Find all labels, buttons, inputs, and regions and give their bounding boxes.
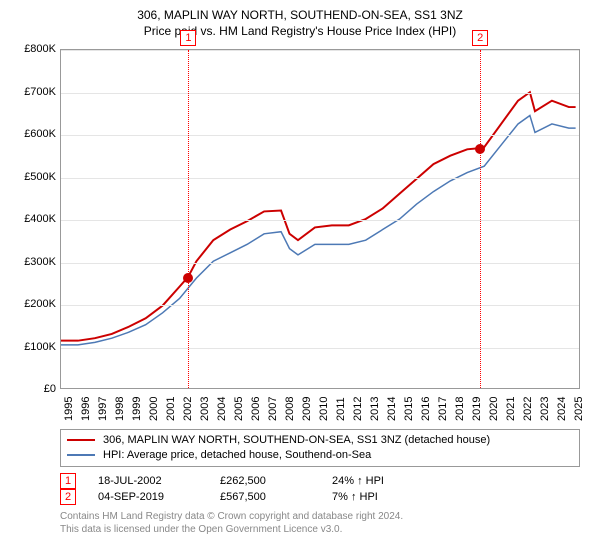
- x-tick-label: 2010: [318, 397, 330, 421]
- footer-attribution: Contains HM Land Registry data © Crown c…: [60, 510, 580, 536]
- sale-vs-hpi: 7% ↑ HPI: [332, 489, 432, 506]
- y-tick-label: £500K: [12, 171, 56, 183]
- plot-area: 12: [60, 49, 580, 389]
- y-tick-label: £800K: [12, 43, 56, 55]
- sale-marker-box: 2: [472, 30, 488, 46]
- x-tick-label: 2013: [369, 397, 381, 421]
- x-tick-label: 2024: [556, 397, 568, 421]
- x-tick-label: 2021: [505, 397, 517, 421]
- sale-record: 1 18-JUL-2002 £262,500 24% ↑ HPI: [60, 473, 580, 490]
- sale-price: £567,500: [220, 489, 310, 506]
- x-tick-label: 2020: [488, 397, 500, 421]
- legend-item-hpi: HPI: Average price, detached house, Sout…: [67, 448, 573, 463]
- sale-marker-dot: [475, 144, 485, 154]
- sale-marker-1: 1: [60, 473, 76, 489]
- chart-title-address: 306, MAPLIN WAY NORTH, SOUTHEND-ON-SEA, …: [12, 8, 588, 23]
- x-tick-label: 2014: [386, 397, 398, 421]
- x-tick-label: 2000: [148, 397, 160, 421]
- x-tick-label: 2007: [267, 397, 279, 421]
- legend: 306, MAPLIN WAY NORTH, SOUTHEND-ON-SEA, …: [60, 429, 580, 467]
- y-tick-label: £600K: [12, 128, 56, 140]
- x-tick-label: 2012: [352, 397, 364, 421]
- sale-records: 1 18-JUL-2002 £262,500 24% ↑ HPI 2 04-SE…: [60, 473, 580, 506]
- legend-label: 306, MAPLIN WAY NORTH, SOUTHEND-ON-SEA, …: [103, 433, 490, 448]
- x-tick-label: 2002: [182, 397, 194, 421]
- sale-date: 04-SEP-2019: [98, 489, 198, 506]
- x-tick-label: 2025: [573, 397, 585, 421]
- x-tick-label: 2017: [437, 397, 449, 421]
- sale-marker-2: 2: [60, 489, 76, 505]
- x-tick-label: 2001: [165, 397, 177, 421]
- chart-lines: [61, 50, 579, 388]
- legend-label: HPI: Average price, detached house, Sout…: [103, 448, 371, 463]
- x-tick-label: 2003: [199, 397, 211, 421]
- legend-swatch: [67, 439, 95, 441]
- footer-line: Contains HM Land Registry data © Crown c…: [60, 510, 580, 523]
- chart-subtitle: Price paid vs. HM Land Registry's House …: [12, 24, 588, 39]
- x-tick-label: 1996: [80, 397, 92, 421]
- y-tick-label: £700K: [12, 86, 56, 98]
- x-tick-label: 2018: [454, 397, 466, 421]
- x-tick-label: 2022: [522, 397, 534, 421]
- x-tick-label: 1997: [97, 397, 109, 421]
- y-tick-label: £400K: [12, 213, 56, 225]
- sale-date: 18-JUL-2002: [98, 473, 198, 490]
- x-tick-label: 2016: [420, 397, 432, 421]
- x-axis-labels: 1995 1996 1997 1998 1999 2000 2001 2002 2003 2004…: [60, 391, 580, 425]
- y-tick-label: £100K: [12, 341, 56, 353]
- chart-area: 12 1995 1996 1997 1998 1999 2000 2001 2002 2003 2…: [12, 45, 588, 425]
- x-tick-label: 2011: [335, 397, 347, 421]
- sale-price: £262,500: [220, 473, 310, 490]
- sale-marker-dot: [183, 273, 193, 283]
- y-tick-label: £300K: [12, 256, 56, 268]
- legend-item-price-paid: 306, MAPLIN WAY NORTH, SOUTHEND-ON-SEA, …: [67, 433, 573, 448]
- y-tick-label: £200K: [12, 298, 56, 310]
- x-tick-label: 2019: [471, 397, 483, 421]
- x-tick-label: 1998: [114, 397, 126, 421]
- x-tick-label: 2006: [250, 397, 262, 421]
- sale-marker-line: [480, 50, 481, 388]
- x-tick-label: 2009: [301, 397, 313, 421]
- legend-swatch: [67, 454, 95, 456]
- x-tick-label: 2004: [216, 397, 228, 421]
- sale-vs-hpi: 24% ↑ HPI: [332, 473, 432, 490]
- x-tick-label: 1999: [131, 397, 143, 421]
- chart-container: 306, MAPLIN WAY NORTH, SOUTHEND-ON-SEA, …: [0, 0, 600, 560]
- y-tick-label: £0: [12, 383, 56, 395]
- sale-marker-line: [188, 50, 189, 388]
- x-tick-label: 2015: [403, 397, 415, 421]
- x-tick-label: 2005: [233, 397, 245, 421]
- x-tick-label: 2023: [539, 397, 551, 421]
- series-price_paid: [61, 92, 576, 340]
- sale-marker-box: 1: [180, 30, 196, 46]
- sale-record: 2 04-SEP-2019 £567,500 7% ↑ HPI: [60, 489, 580, 506]
- x-tick-label: 2008: [284, 397, 296, 421]
- footer-line: This data is licensed under the Open Gov…: [60, 523, 580, 536]
- series-hpi: [61, 116, 576, 345]
- x-tick-label: 1995: [63, 397, 75, 421]
